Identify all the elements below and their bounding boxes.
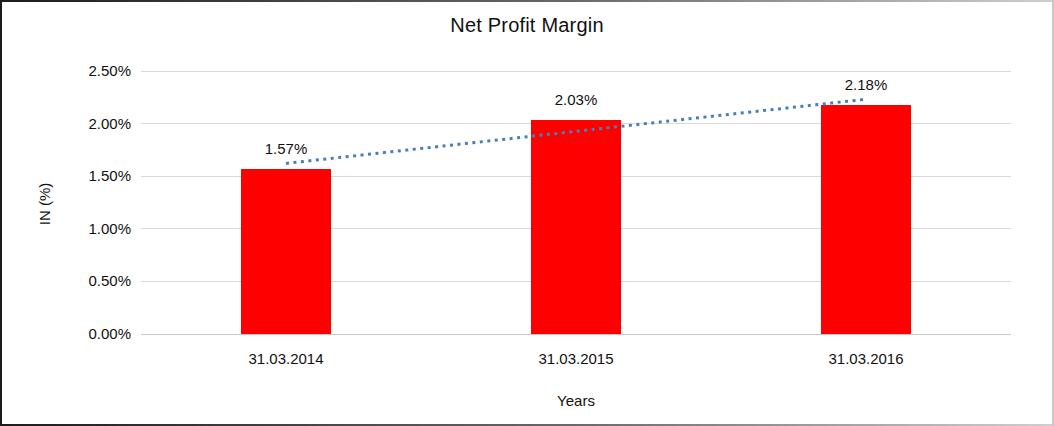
x-axis-tick-label: 31.03.2016 bbox=[791, 350, 941, 368]
x-axis-tick-label: 31.03.2014 bbox=[211, 350, 361, 368]
chart-container: Net Profit Margin IN (%) Years 0.00%0.50… bbox=[0, 0, 1054, 426]
data-label: 2.03% bbox=[516, 91, 636, 109]
x-axis-title: Years bbox=[476, 392, 676, 409]
frame-border-top bbox=[0, 0, 1054, 2]
y-axis-tick-label: 1.00% bbox=[0, 220, 131, 238]
bar-31.03.2014 bbox=[241, 169, 331, 334]
gridline bbox=[141, 71, 1011, 72]
bar-31.03.2016 bbox=[821, 105, 911, 334]
bar-31.03.2015 bbox=[531, 120, 621, 334]
data-label: 1.57% bbox=[226, 140, 346, 158]
data-label: 2.18% bbox=[806, 76, 926, 94]
y-axis-tick-label: 1.50% bbox=[0, 167, 131, 185]
y-axis-tick-label: 0.00% bbox=[0, 325, 131, 343]
x-axis-tick-label: 31.03.2015 bbox=[501, 350, 651, 368]
frame-border-left bbox=[0, 0, 2, 426]
chart-title: Net Profit Margin bbox=[0, 14, 1054, 37]
y-axis-tick-label: 2.00% bbox=[0, 115, 131, 133]
y-axis-tick-label: 0.50% bbox=[0, 272, 131, 290]
y-axis-tick-label: 2.50% bbox=[0, 62, 131, 80]
